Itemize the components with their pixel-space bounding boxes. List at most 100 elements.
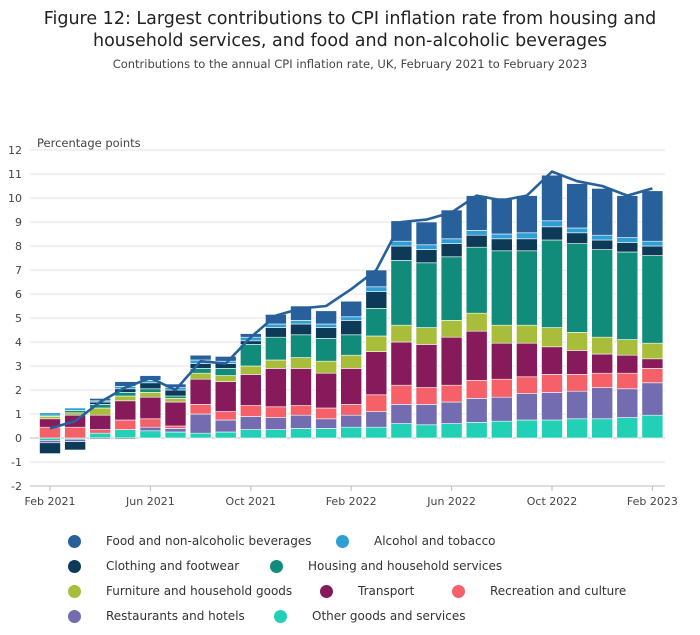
bar-segment-clothing (641, 245, 664, 256)
bar-segment-furniture (516, 324, 538, 344)
bar-segment-transport (290, 368, 312, 406)
bar-segment-other (189, 432, 212, 439)
bar-segment-recreation (516, 376, 538, 394)
bar-segment-alcohol (641, 240, 664, 247)
cpi-line-path (49, 170, 653, 430)
bar-segment-housing (64, 410, 86, 414)
x-tick-label: Feb 2022 (326, 495, 377, 508)
bar-segment-transport (390, 341, 413, 386)
y-tick-label: 4 (15, 336, 22, 349)
bar-segment-food (566, 183, 588, 229)
bar-segment-clothing (415, 249, 438, 264)
bar-segment-transport (641, 358, 664, 369)
bar-segment-recreation (164, 425, 187, 429)
bar-segment-other (240, 429, 262, 439)
bar-segment-transport (490, 342, 513, 380)
bar-segment-housing (516, 250, 538, 326)
bar-segment-housing (340, 334, 363, 356)
bar-segment-restaurants (214, 419, 237, 433)
bar-segment-clothing (541, 226, 563, 241)
legend-swatch (452, 584, 465, 598)
bar-segment-recreation (365, 394, 388, 412)
bar-segment-transport (340, 368, 363, 405)
x-tick-label: Feb 2021 (25, 495, 76, 508)
bar-segment-alcohol (290, 320, 312, 325)
bar-segment-housing (440, 256, 463, 321)
bar-segment-other (139, 430, 162, 439)
bar-segment-restaurants (164, 428, 187, 433)
bar-segment-restaurants (89, 437, 111, 440)
bar-segment-furniture (340, 354, 363, 369)
bar-segment-recreation (39, 426, 61, 439)
y-tick-label: 8 (15, 240, 22, 253)
bar-segment-alcohol (415, 244, 438, 250)
bar-segment-other (265, 429, 287, 439)
bar-segment-other (641, 414, 664, 439)
bar-segment-recreation (315, 407, 337, 420)
legend-swatch (336, 534, 349, 548)
bar-segment-furniture (465, 312, 488, 332)
bar-segment-furniture (566, 332, 588, 351)
bar-segment-restaurants (490, 396, 513, 422)
bar-segment-furniture (214, 375, 237, 382)
chart-title-line-1: Figure 12: Largest contributions to CPI … (43, 9, 657, 29)
bar-segment-housing (290, 334, 312, 358)
bar-segment-transport (541, 346, 563, 375)
bar-segment-food (490, 197, 513, 235)
bar-segment-alcohol (591, 234, 614, 241)
y-tick-label: -1 (11, 456, 22, 469)
bar-segment-furniture (490, 324, 513, 344)
bar-segment-transport (365, 351, 388, 396)
bar-segment-alcohol (365, 286, 388, 292)
bar-segment-other (164, 431, 187, 439)
bar-segment-clothing (265, 327, 287, 338)
bar-segment-recreation (641, 368, 664, 384)
bar-segment-transport (189, 378, 212, 405)
y-tick-label: 2 (15, 384, 22, 397)
legend-item-housing: Housing and household services (270, 558, 502, 574)
bar-segment-recreation (390, 384, 413, 405)
bar-segment-clothing (39, 442, 61, 454)
bar-segment-transport (591, 353, 614, 374)
bar-segment-housing (139, 388, 162, 393)
bar-segment-furniture (440, 320, 463, 338)
bar-segment-restaurants (616, 388, 639, 418)
bar-segment-restaurants (189, 413, 212, 434)
bar-segment-clothing (139, 382, 162, 390)
bar-segment-restaurants (566, 390, 588, 420)
bar-segment-transport (465, 330, 488, 381)
bar-segment-recreation (566, 374, 588, 392)
bar-segment-housing (240, 344, 262, 367)
bar-segment-restaurants (541, 392, 563, 421)
bar-segment-restaurants (340, 414, 363, 428)
bar-segment-food (516, 195, 538, 234)
legend-label: Food and non-alcoholic beverages (106, 534, 312, 548)
bar-segment-other (440, 423, 463, 439)
bar-segment-housing (566, 243, 588, 333)
bar-segment-restaurants (641, 382, 664, 416)
bar-segment-recreation (415, 387, 438, 405)
bar-segment-clothing (566, 232, 588, 244)
y-tick-label: 0 (15, 432, 22, 445)
bar-segment-transport (214, 381, 237, 412)
y-tick-label: 10 (8, 192, 22, 205)
bar-segment-recreation (114, 419, 137, 430)
bar-segment-housing (641, 255, 664, 344)
bar-segment-clothing (390, 245, 413, 261)
bar-segment-clothing (490, 238, 513, 252)
bar-segment-recreation (616, 372, 639, 390)
bar-segment-food (189, 354, 212, 361)
bar-segment-restaurants (415, 404, 438, 426)
bar-segment-recreation (139, 418, 162, 428)
bar-segment-housing (214, 368, 237, 376)
bar-segment-furniture (164, 398, 187, 403)
bar-segment-housing (465, 246, 488, 314)
bar-segment-alcohol (516, 232, 538, 240)
bar-segment-transport (89, 414, 111, 430)
bar-segment-alcohol (440, 238, 463, 244)
bar-segment-alcohol (490, 233, 513, 240)
legend-label: Other goods and services (312, 609, 466, 623)
chart-title-line-2: household services, and food and non-alc… (93, 31, 607, 51)
bar-segment-restaurants (240, 416, 262, 430)
y-tick-label: 1 (15, 408, 22, 421)
